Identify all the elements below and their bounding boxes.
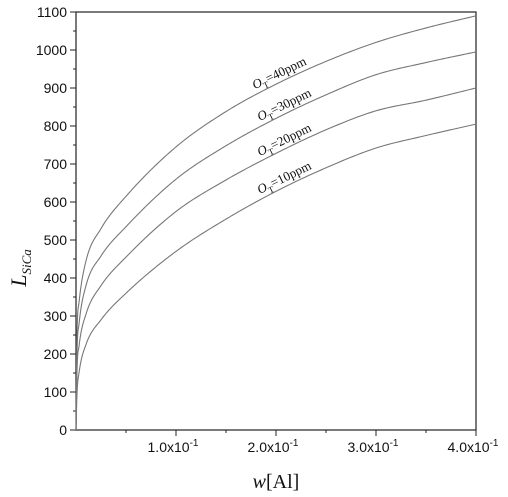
y-tick-label: 200 [44, 346, 68, 362]
x-tick-label: 3.0x10-1 [348, 438, 399, 455]
curve-label-4: OT=10ppm [255, 158, 315, 200]
y-axis-title: LSiCa [6, 249, 34, 288]
y-tick-label: 0 [59, 422, 67, 438]
curve-label-3: OT=20ppm [255, 120, 315, 162]
series-layer [75, 15, 477, 430]
y-tick-label: 500 [44, 232, 68, 248]
y-tick-label: 800 [44, 118, 68, 134]
series-line-2 [75, 51, 477, 430]
x-tick-label: 1.0x10-1 [148, 438, 199, 455]
x-tick-label: 4.0x10-1 [448, 438, 499, 455]
x-tick-label: 2.0x10-1 [248, 438, 299, 455]
series-line-3 [75, 87, 477, 430]
y-tick-label: 100 [44, 384, 68, 400]
y-tick-label: 700 [44, 156, 68, 172]
x-axis: 1.0x10-1 2.0x10-1 3.0x10-1 4.0x10-1 [125, 430, 499, 455]
series-line-4 [75, 123, 477, 430]
x-axis-title-main: w [253, 471, 267, 493]
y-tick-label: 1000 [36, 42, 67, 58]
y-tick-label: 300 [44, 308, 68, 324]
x-axis-title: w[Al] [253, 471, 300, 493]
x-axis-title-bracket: [Al] [266, 471, 299, 493]
y-axis-title-main: L [6, 275, 31, 288]
y-tick-label: 400 [44, 270, 68, 286]
y-tick-label: 900 [44, 80, 68, 96]
series-line-1 [75, 15, 477, 430]
y-axis: 0 100 200 300 400 500 600 700 800 900 1000 1100 [36, 4, 76, 438]
y-tick-label: 1100 [37, 4, 67, 20]
y-tick-label: 600 [44, 194, 68, 210]
y-axis-title-sub: SiCa [19, 249, 34, 275]
